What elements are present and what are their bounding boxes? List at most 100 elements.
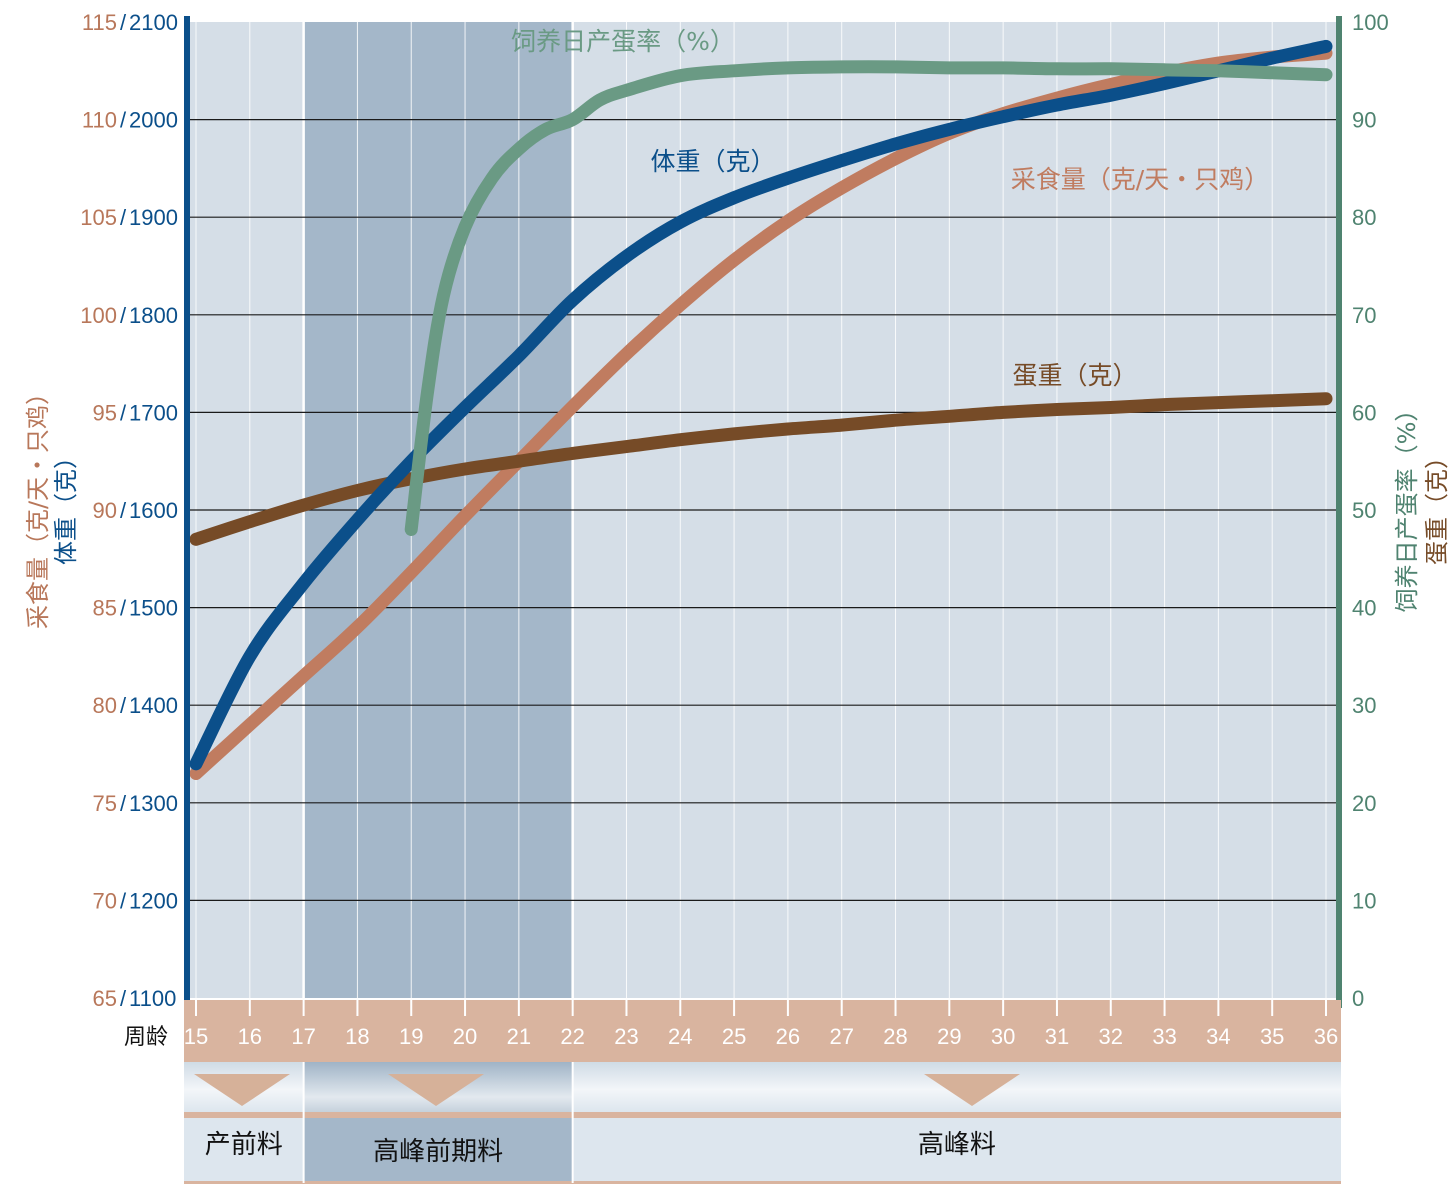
x-axis-label: 周龄	[124, 1025, 168, 1050]
series-label-egg-weight: 蛋重（克）	[1012, 361, 1137, 390]
feed-phase-section: 产前料 高峰前期料 高峰料	[184, 1062, 1341, 1184]
right-axis-bar	[1336, 16, 1342, 1008]
left-tick-feed: 70	[93, 888, 117, 913]
phase-arrow-icon	[924, 1074, 1020, 1106]
left-tick-separator: /	[120, 108, 127, 133]
x-tick-label: 25	[722, 1024, 746, 1049]
x-tick-label: 27	[829, 1024, 853, 1049]
phase-cell	[184, 1118, 304, 1181]
x-tick-label: 22	[560, 1024, 584, 1049]
left-tick-feed: 100	[80, 303, 117, 328]
x-tick-label: 20	[453, 1024, 477, 1049]
y-right-egg-title: 蛋重（克）	[1423, 445, 1451, 565]
left-tick-weight: 1600	[129, 498, 178, 523]
right-tick: 20	[1352, 791, 1376, 816]
left-tick-separator: /	[120, 596, 127, 621]
left-tick-pair: 80/1400	[93, 693, 178, 718]
x-axis-ticks: 15 16 17 18 19 20 21 22 23 24 25 26 27 28 29 30 31 32 33 34…	[184, 1000, 1338, 1049]
y-left-weight-title: 体重（克）	[52, 445, 80, 565]
left-tick-separator: /	[120, 205, 127, 230]
left-tick-feed: 115	[82, 10, 117, 35]
phase-arrow-icon	[388, 1074, 484, 1106]
left-tick-separator: /	[120, 400, 127, 425]
left-tick-weight: 2000	[129, 108, 178, 133]
left-tick-pair: 100/1800	[80, 303, 178, 328]
left-tick-feed: 90	[93, 498, 117, 523]
left-tick-separator: /	[120, 303, 127, 328]
phase-label: 高峰前期料	[373, 1137, 503, 1167]
left-tick-pair: 115/2100	[82, 10, 178, 35]
x-tick-label: 36	[1314, 1024, 1338, 1049]
left-tick-separator: /	[120, 693, 127, 718]
horizontal-gridlines	[190, 118, 1336, 902]
x-tick-label: 29	[937, 1024, 961, 1049]
left-tick-feed: 110	[82, 108, 117, 133]
x-tick-label: 28	[883, 1024, 907, 1049]
x-tick-label: 34	[1206, 1024, 1230, 1049]
phase-divider	[184, 1112, 1341, 1118]
series-line-body-weight	[189, 39, 1333, 771]
left-tick-weight: 1300	[129, 791, 178, 816]
left-tick-separator: /	[120, 10, 127, 35]
left-tick-pair: 105/1900	[80, 205, 178, 230]
left-tick-feed: 85	[93, 596, 117, 621]
left-tick-separator: /	[120, 986, 127, 1011]
left-tick-pair: 110/2000	[82, 108, 178, 133]
right-tick: 60	[1352, 400, 1376, 425]
series-line-lay-rate	[404, 60, 1333, 536]
left-tick-feed: 105	[80, 205, 117, 230]
left-tick-pair: 90/1600	[93, 498, 178, 523]
left-tick-weight: 2100	[129, 10, 178, 35]
left-tick-separator: /	[120, 888, 127, 913]
right-axis-ticks: 0 10 20 30 40 50 60 70 80 90 100	[1352, 10, 1389, 1011]
x-tick-label: 32	[1099, 1024, 1123, 1049]
series-labels: 饲养日产蛋率（%） 体重（克） 采食量（克/天・只鸡） 蛋重（克）	[511, 27, 1269, 390]
left-axis-ticks: 65/110070/120075/130080/140085/150090/16…	[80, 10, 178, 1011]
x-tick-label: 33	[1152, 1024, 1176, 1049]
x-tick-label: 21	[507, 1024, 531, 1049]
phase-bottom-rule	[184, 1181, 1341, 1184]
left-tick-separator: /	[120, 498, 127, 523]
right-tick: 90	[1352, 108, 1376, 133]
series-label-body-weight: 体重（克）	[650, 147, 775, 176]
phase-cell	[572, 1118, 1341, 1181]
x-axis-band	[184, 1000, 1341, 1062]
left-tick-feed: 80	[93, 693, 117, 718]
x-tick-label: 19	[399, 1024, 423, 1049]
x-tick-label: 17	[291, 1024, 315, 1049]
x-tick-label: 30	[991, 1024, 1015, 1049]
x-tick-label: 26	[776, 1024, 800, 1049]
series-group	[189, 39, 1333, 780]
left-tick-weight: 1500	[129, 596, 178, 621]
left-tick-pair: 85/1500	[93, 596, 178, 621]
left-tick-pair: 65/1100	[93, 986, 177, 1011]
series-label-feed-intake: 采食量（克/天・只鸡）	[1011, 165, 1269, 194]
left-tick-weight: 1400	[129, 693, 178, 718]
left-tick-weight: 1100	[129, 986, 176, 1011]
right-tick: 10	[1352, 888, 1376, 913]
phase-arrow-icon	[194, 1074, 290, 1106]
right-tick: 0	[1352, 986, 1364, 1011]
x-tick-label: 31	[1045, 1024, 1069, 1049]
left-tick-weight: 1200	[129, 888, 178, 913]
phase-label: 高峰料	[918, 1130, 996, 1160]
left-tick-weight: 1800	[129, 303, 178, 328]
y-right-rate-title: 饲养日产蛋率（%）	[1393, 398, 1421, 613]
x-tick-label: 18	[345, 1024, 369, 1049]
x-tick-label: 23	[614, 1024, 638, 1049]
left-tick-feed: 75	[93, 791, 117, 816]
left-tick-feed: 95	[93, 400, 117, 425]
right-tick: 50	[1352, 498, 1376, 523]
right-tick: 80	[1352, 205, 1376, 230]
x-tick-label: 35	[1260, 1024, 1284, 1049]
phase-cell	[303, 1118, 573, 1181]
right-tick: 100	[1352, 10, 1389, 35]
left-tick-weight: 1700	[129, 400, 178, 425]
phase-label: 产前料	[205, 1130, 283, 1160]
x-tick-label: 16	[238, 1024, 262, 1049]
right-tick: 70	[1352, 303, 1376, 328]
series-line-feed-intake	[189, 46, 1333, 780]
left-tick-weight: 1900	[129, 205, 178, 230]
left-tick-pair: 95/1700	[93, 400, 178, 425]
